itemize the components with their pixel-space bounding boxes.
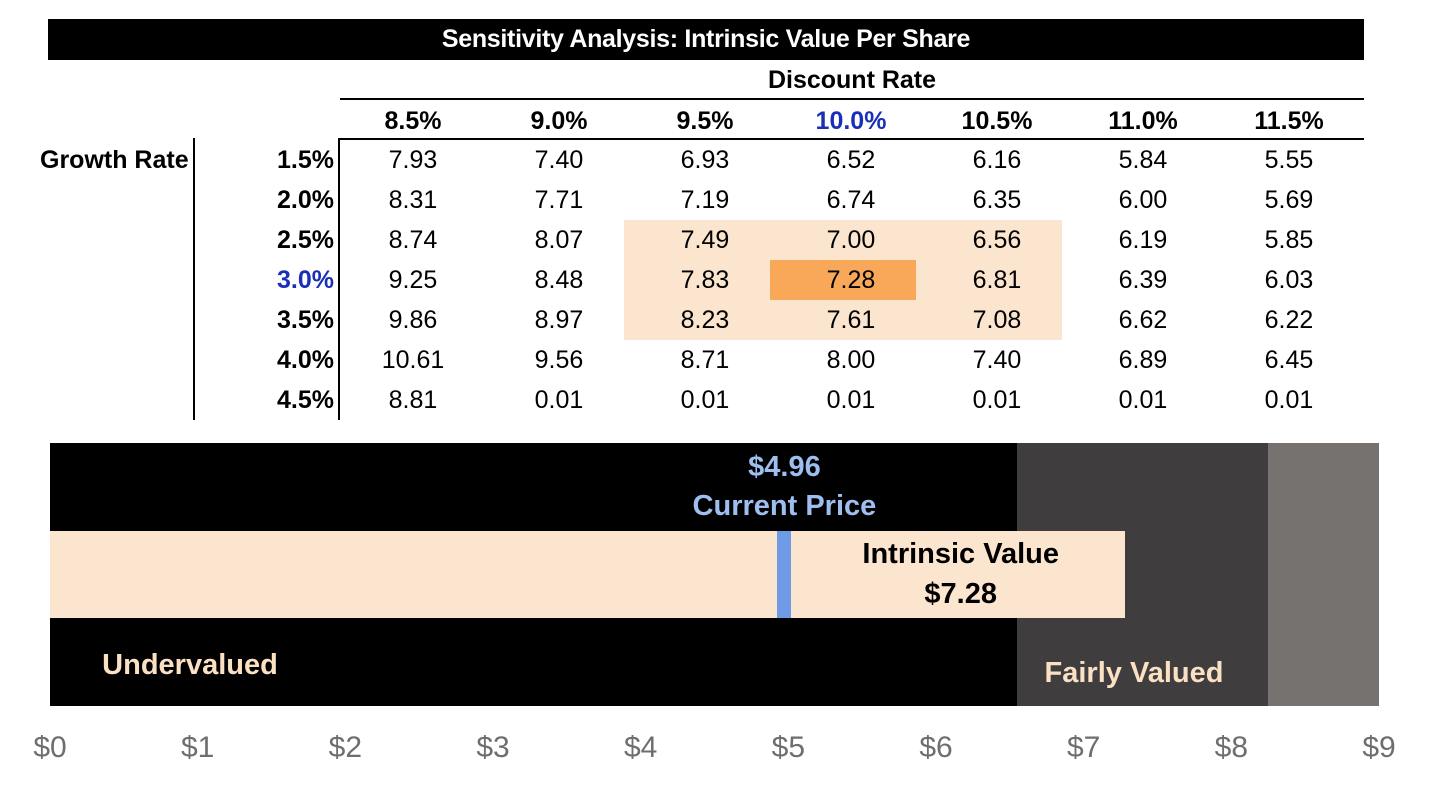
discount-rate-label: Discount Rate [767,66,937,94]
table-cell: 7.71 [534,186,584,214]
column-header: 11.0% [1108,107,1178,135]
intrinsic-value-bar [50,531,1125,618]
zone-overvalued [1268,443,1379,706]
row-header: 2.0% [277,186,334,214]
x-tick-label: $5 [771,731,806,764]
x-tick-label: $0 [33,731,67,764]
table-cell: 8.07 [534,226,584,254]
table-cell: 8.97 [534,306,584,334]
table-cell: 7.08 [972,306,1022,334]
table-cell: 7.00 [826,226,876,254]
table-cell: 0.01 [1264,386,1314,414]
column-header: 8.5% [384,107,442,135]
table-cell: 6.89 [1118,346,1168,374]
row-header-divider [338,138,340,420]
table-cell: 7.19 [680,186,730,214]
intrinsic-value-value: $7.28 [924,578,997,610]
x-tick-label: $4 [623,731,658,764]
table-cell: 8.71 [680,346,730,374]
table-cell: 6.74 [826,186,876,214]
table-cell: 0.01 [680,386,730,414]
table-cell: 7.40 [534,146,584,174]
table-cell: 8.48 [534,266,584,294]
header-top-rule [340,98,1364,100]
x-tick-label: $2 [328,731,363,764]
current-price-label: Current Price [692,490,877,522]
x-tick-label: $1 [180,731,215,764]
table-cell: 7.83 [680,266,730,294]
row-header: 1.5% [277,146,334,174]
x-tick-label: $7 [1066,731,1101,764]
x-tick-label: $6 [919,731,953,764]
table-cell: 6.00 [1118,186,1168,214]
table-cell: 5.55 [1264,146,1314,174]
table-cell: 7.40 [972,346,1022,374]
table-cell: 6.93 [680,146,730,174]
table-cell: 0.01 [1118,386,1168,414]
table-cell: 8.81 [388,386,438,414]
table-cell: 8.00 [826,346,876,374]
table-cell: 6.35 [972,186,1022,214]
row-header: 2.5% [277,226,334,254]
fairly-valued-label: Fairly Valued [1044,657,1224,689]
row-header: 3.0% [277,266,334,294]
undervalued-label: Undervalued [102,649,278,681]
header-bottom-rule [340,138,1364,140]
growth-rate-label: Growth Rate [40,146,189,174]
table-cell: 7.61 [826,306,876,334]
table-cell: 5.69 [1264,186,1314,214]
column-header: 10.0% [815,107,887,135]
table-cell: 6.62 [1118,306,1168,334]
table-cell: 6.03 [1264,266,1314,294]
x-tick-label: $8 [1214,731,1249,764]
table-cell: 0.01 [826,386,876,414]
table-cell: 5.84 [1118,146,1168,174]
column-header: 11.5% [1254,107,1324,135]
column-header: 10.5% [961,107,1033,135]
table-cell: 0.01 [972,386,1022,414]
table-title: Sensitivity Analysis: Intrinsic Value Pe… [48,19,1364,60]
table-cell: 6.39 [1118,266,1168,294]
row-header: 4.0% [277,346,334,374]
table-cell: 5.85 [1264,226,1314,254]
table-cell: 7.93 [388,146,438,174]
table-cell: 6.56 [972,226,1022,254]
table-cell: 6.52 [826,146,876,174]
x-tick-label: $3 [476,731,510,764]
table-cell: 7.28 [826,266,876,294]
growth-label-divider [193,138,195,420]
current-price-marker [777,531,792,618]
column-header: 9.5% [676,107,734,135]
base-case-cell-highlight [770,260,916,300]
table-cell: 9.56 [534,346,584,374]
row-header: 3.5% [277,306,334,334]
current-price-value: $4.96 [748,451,821,483]
row-header: 4.5% [277,386,334,414]
table-cell: 9.25 [388,266,438,294]
table-cell: 6.16 [972,146,1022,174]
table-cell: 8.31 [388,186,438,214]
table-cell: 8.23 [680,306,730,334]
table-cell: 7.49 [680,226,730,254]
table-cell: 6.45 [1264,346,1314,374]
x-tick-label: $9 [1362,731,1396,764]
table-cell: 6.81 [972,266,1022,294]
table-cell: 10.61 [381,346,445,374]
intrinsic-value-label: Intrinsic Value [862,538,1060,570]
table-cell: 0.01 [534,386,584,414]
table-cell: 6.22 [1264,306,1314,334]
column-header: 9.0% [530,107,588,135]
table-cell: 6.19 [1118,226,1168,254]
table-cell: 8.74 [388,226,438,254]
table-cell: 9.86 [388,306,438,334]
